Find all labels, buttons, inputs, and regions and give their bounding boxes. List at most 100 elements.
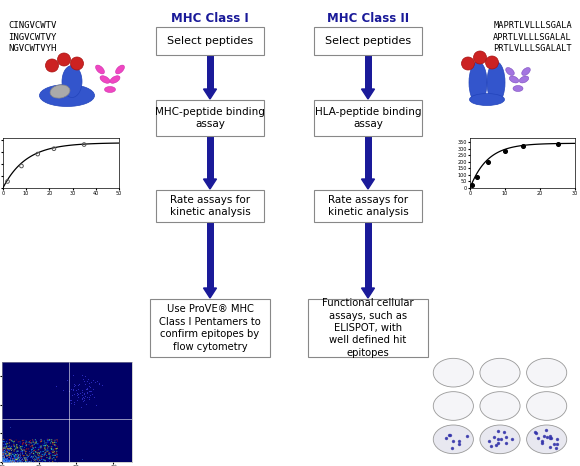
Point: [10, 454, 19, 462]
Point: [0, 447, 8, 454]
Point: [30, 455, 39, 463]
Point: [6, 454, 15, 462]
Point: [6, 457, 15, 464]
Point: [9, 442, 19, 450]
Point: [45, 454, 55, 461]
Point: [6, 449, 16, 457]
Point: [2, 457, 11, 464]
Point: [5, 450, 14, 458]
Point: [2, 456, 12, 464]
Point: [20, 455, 29, 462]
Point: [1, 457, 10, 464]
Point: [38, 454, 47, 462]
Circle shape: [527, 391, 567, 420]
Point: [0, 438, 8, 445]
Point: [6, 456, 15, 464]
Point: [12, 441, 21, 449]
Point: [43, 442, 52, 449]
Point: [85, 387, 94, 395]
Point: [3, 445, 12, 453]
Point: [27, 454, 37, 461]
Point: [12, 458, 21, 465]
Point: [27, 450, 37, 457]
Point: [2, 440, 11, 448]
Point: [5, 439, 14, 447]
Point: [5, 456, 14, 464]
Point: [52, 439, 61, 446]
Point: [45, 455, 55, 462]
Point: [20, 446, 30, 454]
Point: [2, 455, 11, 462]
Point: [0, 453, 9, 461]
Point: [15, 455, 24, 463]
Point: [27, 458, 36, 465]
Point: [13, 458, 23, 466]
Point: [2, 458, 12, 466]
Point: [0, 458, 8, 465]
Point: [0, 445, 8, 452]
Text: Rate assays for
kinetic analysis: Rate assays for kinetic analysis: [169, 195, 251, 217]
Point: [0, 445, 8, 452]
Point: [36, 456, 45, 463]
Point: [10, 445, 19, 452]
Point: [3, 456, 12, 464]
Point: [26, 439, 35, 446]
Point: [35, 445, 44, 453]
Point: [21, 454, 31, 462]
Point: [1, 458, 10, 466]
Point: [19, 453, 28, 460]
Point: [1, 458, 10, 465]
Point: [17, 448, 26, 455]
Point: [5, 458, 14, 465]
Point: [0, 455, 8, 462]
Point: [10, 438, 19, 445]
Point: [2, 458, 11, 465]
Point: [74, 380, 84, 388]
Point: [16, 438, 25, 445]
Ellipse shape: [96, 65, 104, 74]
Point: [32, 438, 41, 445]
Point: [31, 447, 40, 455]
Point: [23, 452, 32, 459]
Circle shape: [433, 425, 473, 454]
Point: [0, 453, 9, 460]
Point: [53, 451, 62, 459]
Point: [15, 453, 24, 461]
Point: [0, 457, 8, 465]
Point: [50, 436, 60, 444]
Point: [1, 458, 10, 466]
Point: [27, 446, 37, 453]
Point: [9, 457, 19, 465]
Point: [6, 435, 16, 443]
Point: [19, 458, 28, 466]
Point: [462, 432, 472, 439]
Point: [9, 452, 19, 460]
Point: [47, 445, 56, 453]
Point: [31, 437, 41, 444]
Point: [21, 455, 30, 462]
Point: [5, 457, 14, 465]
Point: [2, 452, 11, 459]
Point: [5, 453, 14, 461]
Point: [19, 446, 28, 453]
Point: [92, 377, 101, 385]
Point: [31, 455, 41, 463]
Point: [0, 440, 9, 448]
Point: [0, 448, 7, 456]
Point: [6, 453, 16, 460]
Circle shape: [45, 59, 59, 72]
Point: [0, 451, 8, 459]
Point: [0, 449, 7, 456]
Point: [20, 448, 29, 455]
Point: [14, 452, 23, 460]
Point: [0, 438, 9, 445]
Point: [1, 438, 10, 445]
Point: [1, 445, 10, 452]
Point: [14, 453, 24, 460]
Point: [45, 436, 55, 444]
Point: [1, 457, 10, 464]
Point: [37, 436, 46, 443]
Point: [45, 446, 55, 454]
Point: [85, 387, 94, 395]
Point: [25, 438, 34, 445]
